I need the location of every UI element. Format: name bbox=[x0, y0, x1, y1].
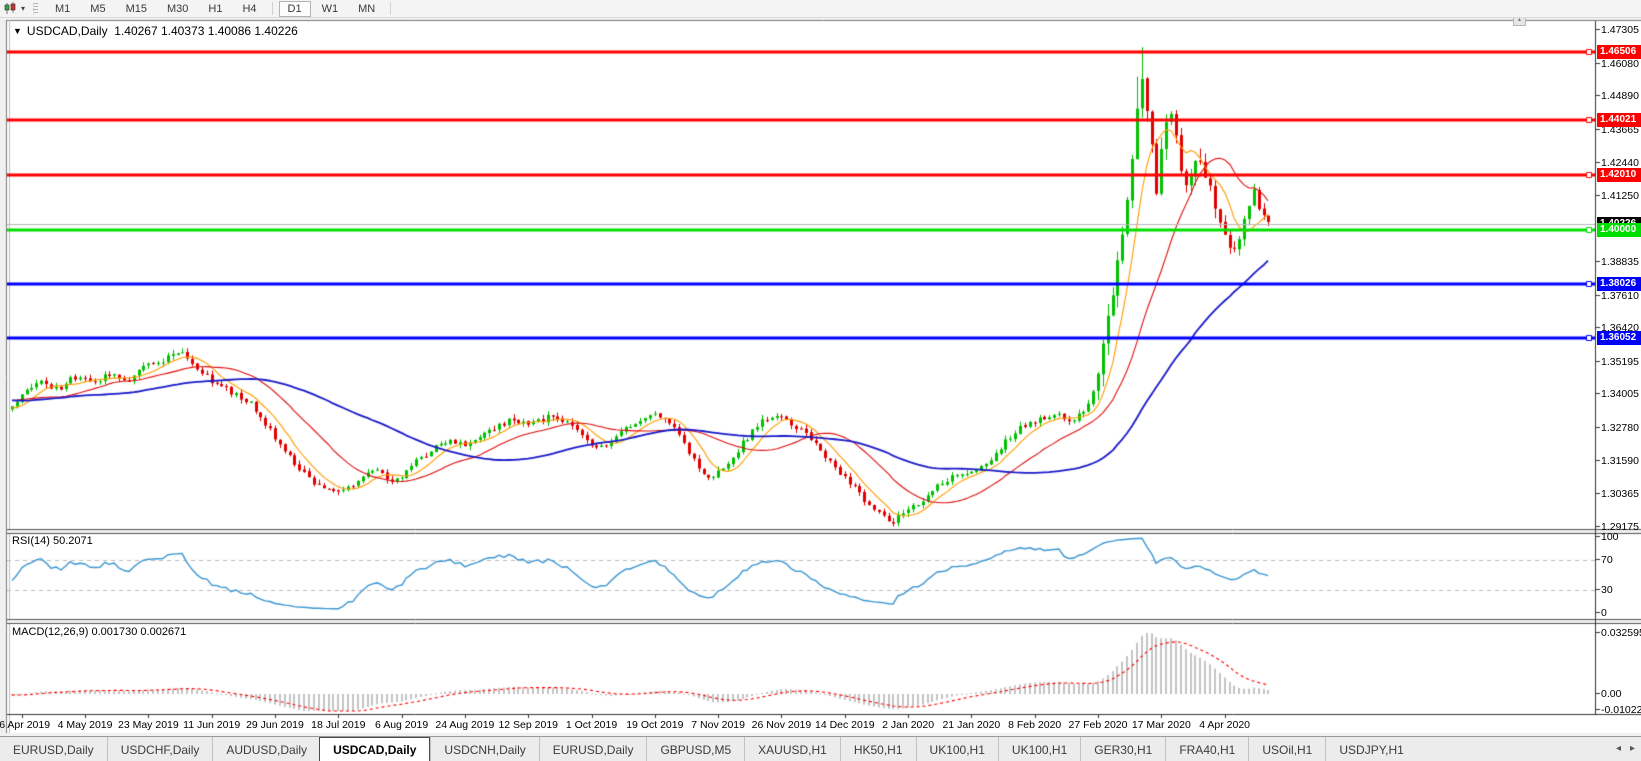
date-axis-tick: 18 Jul 2019 bbox=[311, 719, 366, 731]
date-axis-tick: 24 Aug 2019 bbox=[435, 719, 495, 731]
date-axis-tick: 8 Feb 2020 bbox=[1008, 719, 1062, 731]
macd-axis-tick: 0.00 bbox=[1601, 688, 1622, 700]
price-axis-tick: 1.37610 bbox=[1601, 289, 1639, 302]
timeframe-button-mn[interactable]: MN bbox=[358, 2, 376, 15]
date-axis-tick: 23 May 2019 bbox=[118, 719, 179, 731]
hline-price-tag[interactable]: 1.46506 bbox=[1597, 44, 1641, 59]
chart-tab-eurusd-daily[interactable]: EURUSD,Daily bbox=[538, 737, 647, 761]
price-axis-tick: 1.32780 bbox=[1601, 421, 1639, 434]
rsi-axis-tick: 70 bbox=[1601, 553, 1613, 566]
toolbar-grip-handle[interactable] bbox=[33, 2, 39, 15]
price-axis-tick: 1.30365 bbox=[1601, 488, 1639, 501]
rsi-indicator-label: RSI(14) 50.2071 bbox=[12, 535, 93, 547]
date-axis-tick: 21 Jan 2020 bbox=[942, 719, 1001, 731]
price-axis-tick: 1.36420 bbox=[1601, 322, 1639, 335]
hline-price-tag[interactable]: 1.44021 bbox=[1597, 112, 1641, 127]
chart-title-symbol: USDCAD,Daily bbox=[26, 24, 108, 38]
timeframe-buttons: M1 M5 M15 M30 H1 H4 D1 W1 MN bbox=[45, 0, 396, 17]
price-axis-tick: 1.44890 bbox=[1601, 90, 1639, 103]
price-axis-tick: 1.34005 bbox=[1601, 388, 1639, 401]
hline-price-tag[interactable]: 1.36052 bbox=[1597, 331, 1641, 346]
date-axis-tick: 6 Aug 2019 bbox=[375, 719, 429, 731]
price-axis-tick: 1.42440 bbox=[1601, 157, 1639, 170]
chart-tool-icon[interactable] bbox=[3, 2, 18, 15]
date-axis-tick: 4 Apr 2020 bbox=[1199, 719, 1251, 731]
candlestick-chart-icon bbox=[4, 2, 16, 14]
chart-tabs-bar: EURUSD,Daily USDCHF,Daily AUDUSD,Daily USDC… bbox=[0, 736, 1641, 761]
chart-tab-gbpusd-m5[interactable]: GBPUSD,M5 bbox=[646, 737, 744, 761]
chart-tab-eurusd-daily[interactable]: EURUSD,Daily bbox=[13, 742, 94, 757]
price-axis-tick: 1.47305 bbox=[1601, 24, 1639, 36]
date-axis-tick: 2 Jan 2020 bbox=[882, 719, 935, 731]
chart-tab-usdjpy-h1[interactable]: USDJPY,H1 bbox=[1325, 737, 1416, 761]
date-axis-tick: 17 Mar 2020 bbox=[1131, 719, 1191, 731]
timeframe-button-m1[interactable]: M1 bbox=[55, 2, 71, 15]
date-axis-tick: 19 Oct 2019 bbox=[626, 719, 684, 731]
date-axis-tick: 11 Jun 2019 bbox=[183, 719, 241, 731]
rsi-axis-tick: 100 bbox=[1601, 531, 1619, 543]
tab-scroll-controls: ◂ ▸ bbox=[1616, 736, 1635, 761]
chart-tab-xauusd-h1[interactable]: XAUUSD,H1 bbox=[744, 737, 840, 761]
macd-axis-tick: -0.010227 bbox=[1601, 704, 1641, 716]
hline-price-tag[interactable]: 1.40000 bbox=[1597, 223, 1641, 238]
chart-title-ohlc: 1.40267 1.40373 1.40086 1.40226 bbox=[114, 24, 298, 38]
chart-tab-uk100-h1[interactable]: UK100,H1 bbox=[997, 737, 1080, 761]
rsi-axis-tick: 30 bbox=[1601, 584, 1613, 597]
chart-tab-audusd-daily[interactable]: AUDUSD,Daily bbox=[212, 737, 320, 761]
tab-scroll-left-icon[interactable]: ◂ bbox=[1615, 743, 1621, 754]
chart-title: ▼ USDCAD,Daily 1.40267 1.40373 1.40086 1.… bbox=[13, 24, 298, 38]
price-axis-tick: 1.35195 bbox=[1601, 355, 1639, 368]
date-axis-tick: 26 Nov 2019 bbox=[751, 719, 812, 731]
timeframe-button-m15[interactable]: M15 bbox=[125, 2, 147, 15]
timeframe-toolbar: ▾ M1 M5 M15 M30 H1 H4 D1 W1 MN bbox=[0, 0, 1641, 18]
chart-tab-fra40-h1[interactable]: FRA40,H1 bbox=[1165, 737, 1248, 761]
date-axis-tick: 16 Apr 2019 bbox=[0, 719, 51, 731]
chart-tab-usdcad-daily[interactable]: USDCAD,Daily bbox=[319, 737, 431, 761]
date-axis-tick: 7 Nov 2019 bbox=[691, 719, 745, 731]
price-axis-tick: 1.29175 bbox=[1601, 520, 1639, 533]
timeframe-button-w1[interactable]: W1 bbox=[321, 2, 339, 15]
price-axis-tick: 1.31590 bbox=[1601, 454, 1639, 467]
rsi-axis-tick: 0 bbox=[1601, 607, 1607, 619]
date-axis-tick: 4 May 2019 bbox=[57, 719, 113, 731]
chart-tab-uk100-h1[interactable]: UK100,H1 bbox=[915, 737, 998, 761]
collapse-icon[interactable]: ▼ bbox=[13, 26, 22, 36]
price-axis-tick: 1.38835 bbox=[1601, 256, 1639, 269]
timeframe-button-h1[interactable]: H1 bbox=[208, 2, 223, 15]
chart-tab-ger30-h1[interactable]: GER30,H1 bbox=[1080, 737, 1165, 761]
chart-tab-usdchf-daily[interactable]: USDCHF,Daily bbox=[106, 737, 213, 761]
chart-tab-hk50-h1[interactable]: HK50,H1 bbox=[839, 737, 916, 761]
tab-scroll-right-icon[interactable]: ▸ bbox=[1629, 743, 1635, 754]
timeframe-button-m5[interactable]: M5 bbox=[90, 2, 106, 15]
toolbar-separator bbox=[271, 2, 273, 15]
chart-tab-usoil-h1[interactable]: USOil,H1 bbox=[1248, 737, 1325, 761]
date-axis-tick: 14 Dec 2019 bbox=[814, 719, 875, 731]
hline-price-tag[interactable]: 1.42010 bbox=[1597, 168, 1641, 183]
date-axis-tick: 1 Oct 2019 bbox=[565, 719, 618, 731]
hline-price-tag[interactable]: 1.38026 bbox=[1597, 277, 1641, 292]
toolbar-separator bbox=[390, 2, 392, 15]
date-axis-tick: 29 Jun 2019 bbox=[246, 719, 304, 731]
price-axis-tick: 1.41250 bbox=[1601, 189, 1639, 202]
timeframe-button-d1[interactable]: D1 bbox=[278, 0, 311, 17]
price-axis-tick: 1.46080 bbox=[1601, 57, 1639, 70]
chart-tab-usdcnh-daily[interactable]: USDCNH,Daily bbox=[430, 737, 538, 761]
macd-axis-tick: 0.032595 bbox=[1601, 627, 1641, 639]
timeframe-button-m30[interactable]: M30 bbox=[166, 2, 189, 15]
chart-tool-dropdown-icon[interactable]: ▾ bbox=[21, 4, 26, 13]
timeframe-button-h4[interactable]: H4 bbox=[242, 2, 257, 15]
date-axis-tick: 12 Sep 2019 bbox=[498, 719, 558, 731]
date-axis-tick: 27 Feb 2020 bbox=[1068, 719, 1128, 731]
macd-indicator-label: MACD(12,26,9) 0.001730 0.002671 bbox=[12, 626, 187, 638]
